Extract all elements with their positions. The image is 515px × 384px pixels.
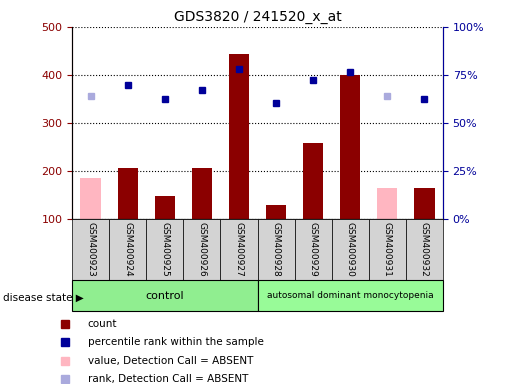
Bar (192, 169, 212, 219)
Bar (220, 219, 258, 280)
Bar (72, 280, 258, 311)
Bar (258, 219, 295, 280)
Text: GSM400930: GSM400930 (346, 222, 355, 277)
Bar (183, 219, 220, 280)
Text: GSM400927: GSM400927 (234, 222, 244, 277)
Bar (332, 219, 369, 280)
Text: rank, Detection Call = ABSENT: rank, Detection Call = ABSENT (88, 374, 248, 384)
Text: GSM400925: GSM400925 (160, 222, 169, 277)
Title: GDS3820 / 241520_x_at: GDS3820 / 241520_x_at (174, 10, 341, 25)
Text: disease state ▶: disease state ▶ (3, 293, 83, 303)
Bar (229, 54, 249, 219)
Bar (154, 196, 175, 219)
Bar (369, 219, 406, 280)
Text: GSM400923: GSM400923 (86, 222, 95, 277)
Text: GSM400924: GSM400924 (123, 222, 132, 276)
Bar (266, 205, 286, 219)
Bar (303, 143, 323, 219)
Text: GSM400931: GSM400931 (383, 222, 392, 277)
Bar (340, 75, 360, 219)
Bar (72, 219, 109, 280)
Bar (80, 178, 101, 219)
Bar (377, 188, 398, 219)
Bar (414, 188, 435, 219)
Text: percentile rank within the sample: percentile rank within the sample (88, 338, 264, 348)
Bar (146, 219, 183, 280)
Text: control: control (146, 291, 184, 301)
Text: GSM400932: GSM400932 (420, 222, 429, 277)
Bar (295, 219, 332, 280)
Text: GSM400928: GSM400928 (271, 222, 281, 277)
Text: count: count (88, 319, 117, 329)
Text: autosomal dominant monocytopenia: autosomal dominant monocytopenia (267, 291, 434, 300)
Text: value, Detection Call = ABSENT: value, Detection Call = ABSENT (88, 356, 253, 366)
Text: GSM400926: GSM400926 (197, 222, 207, 277)
Bar (109, 219, 146, 280)
Bar (258, 280, 443, 311)
Bar (406, 219, 443, 280)
Bar (117, 169, 138, 219)
Text: GSM400929: GSM400929 (308, 222, 318, 277)
